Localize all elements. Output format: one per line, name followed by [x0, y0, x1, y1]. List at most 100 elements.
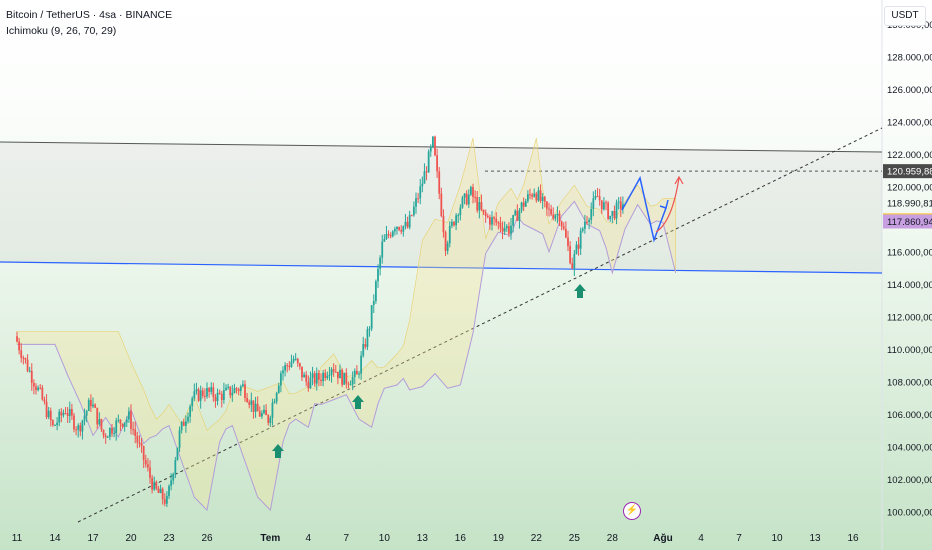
candle-body — [252, 400, 255, 412]
candle-body — [412, 206, 415, 216]
up-arrow-marker — [352, 395, 364, 409]
candle-body — [258, 411, 261, 417]
candle-body — [275, 392, 278, 402]
candle-body — [493, 217, 496, 219]
indicator-label[interactable]: Ichimoku (9, 26, 70, 29) — [6, 25, 117, 37]
candle-body — [267, 415, 270, 423]
candle-body — [195, 389, 198, 392]
symbol-title[interactable]: Bitcoin / TetherUS · 4sa · BINANCE — [6, 9, 173, 21]
candle-body — [548, 208, 550, 210]
candle-body — [613, 210, 616, 219]
candle-body — [480, 202, 483, 210]
candle-body — [199, 390, 202, 401]
price-tag-label: 120.959,88 — [887, 167, 932, 178]
candle-body — [172, 473, 175, 481]
candle-body — [241, 384, 244, 387]
candle-body — [345, 372, 348, 384]
candle-body — [94, 404, 97, 408]
candle-body — [503, 228, 506, 232]
candle-body — [214, 397, 217, 402]
candle-body — [269, 417, 272, 423]
candle-body — [495, 218, 498, 223]
resistance-line — [0, 141, 883, 153]
candle-body — [467, 194, 470, 205]
support-line — [0, 261, 883, 274]
currency-button[interactable]: USDT — [884, 6, 926, 26]
candle-body — [309, 377, 312, 389]
candle-body — [415, 198, 417, 207]
candle-body — [216, 392, 219, 402]
candle-body — [60, 411, 63, 416]
candle-body — [246, 397, 249, 403]
candle-body — [301, 366, 303, 378]
candle-body — [562, 226, 565, 229]
candle-body — [619, 201, 622, 209]
event-bolt-icon[interactable]: ⚡ — [623, 502, 641, 520]
candle-body — [161, 488, 164, 500]
candle-body — [178, 430, 181, 448]
candle-body — [288, 366, 291, 368]
candle-body — [617, 201, 620, 203]
candle-body — [398, 227, 401, 230]
candle-body — [427, 151, 430, 173]
candle-body — [98, 419, 101, 425]
candle-body — [579, 230, 582, 249]
projection-arrowhead-blue — [659, 199, 669, 209]
candle-body — [522, 202, 525, 207]
candle-body — [26, 359, 29, 371]
candle-body — [313, 373, 316, 384]
candle-body — [73, 415, 75, 430]
candle-body — [81, 420, 84, 432]
candle-body — [68, 409, 71, 416]
candle-body — [339, 369, 341, 379]
candle-body — [442, 215, 445, 233]
candle-body — [482, 209, 485, 213]
candle-body — [419, 186, 422, 199]
candle-body — [326, 375, 329, 378]
candle-body — [374, 281, 377, 302]
candle-body — [66, 413, 69, 416]
candle-body — [533, 193, 536, 197]
candle-body — [605, 202, 607, 204]
candle-body — [383, 238, 386, 242]
candle-body — [28, 370, 31, 372]
candle-body — [476, 196, 479, 211]
candle-body — [256, 403, 259, 412]
candle-body — [47, 410, 50, 418]
candle-body — [125, 419, 128, 423]
candle-body — [237, 389, 240, 392]
candle-body — [248, 402, 251, 405]
candle-body — [18, 341, 21, 351]
candle-body — [56, 422, 59, 425]
candle-body — [127, 411, 130, 420]
x-tick-label: 7 — [736, 533, 742, 544]
candle-body — [353, 370, 356, 378]
candle-body — [351, 377, 354, 385]
candle-body — [250, 400, 253, 405]
price-tag-bg — [883, 164, 932, 179]
up-arrow-marker — [574, 284, 586, 298]
candle-body — [417, 198, 420, 200]
x-tick-label: 28 — [607, 533, 619, 544]
candle-body — [594, 196, 597, 199]
x-tick-label: 14 — [49, 533, 61, 544]
candle-body — [486, 215, 489, 218]
x-tick-label: Ağu — [653, 533, 672, 544]
candle-body — [505, 226, 508, 229]
candle-body — [539, 190, 542, 201]
candle-body — [233, 388, 236, 393]
candle-body — [168, 485, 170, 497]
projection-path-red — [655, 177, 680, 233]
y-tick-label: 104.000,00 — [887, 442, 932, 453]
candle-body — [75, 429, 78, 431]
candle-body — [87, 400, 90, 411]
candle-body — [142, 446, 145, 461]
candle-body — [20, 350, 23, 358]
candle-body — [225, 387, 227, 391]
candle-body — [592, 198, 595, 210]
candle-body — [85, 410, 88, 416]
candle-body — [189, 406, 192, 417]
candle-body — [459, 207, 462, 216]
candle-body — [448, 225, 451, 244]
